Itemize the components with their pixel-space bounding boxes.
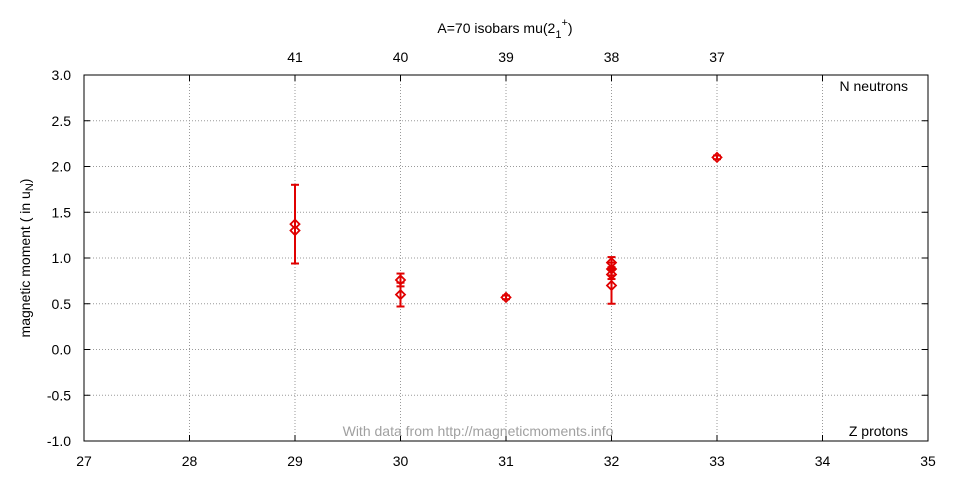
y-axis-label: magnetic moment ( in uN) xyxy=(17,179,36,338)
watermark: With data from http://magneticmoments.in… xyxy=(343,423,614,439)
x-tick-label: 34 xyxy=(815,453,831,469)
y-tick-label: 1.5 xyxy=(52,204,72,220)
tick-layer xyxy=(83,74,929,442)
proton-axis-label: Z protons xyxy=(849,423,908,439)
neutron-axis-label: N neutrons xyxy=(840,78,908,94)
data-point xyxy=(289,218,301,230)
y-tick-label: -0.5 xyxy=(47,387,71,403)
x-tick-label: 32 xyxy=(604,453,620,469)
y-tick-label: 1.0 xyxy=(52,250,72,266)
top-tick-label: 41 xyxy=(287,49,303,65)
x-tick-label: 35 xyxy=(920,453,936,469)
data-layer xyxy=(289,151,723,308)
y-tick-label: 2.5 xyxy=(52,113,72,129)
data-point xyxy=(289,224,301,237)
grid-layer xyxy=(84,75,928,441)
x-tick-label: 30 xyxy=(393,453,409,469)
x-tick-label: 33 xyxy=(709,453,725,469)
x-tick-label: 28 xyxy=(182,453,198,469)
data-point xyxy=(394,288,407,301)
top-tick-label: 38 xyxy=(604,49,620,65)
data-point xyxy=(605,279,618,292)
y-tick-label: -1.0 xyxy=(47,433,71,449)
y-tick-label: 0.5 xyxy=(52,296,72,312)
data-point xyxy=(711,151,723,164)
x-tick-label: 31 xyxy=(498,453,514,469)
top-tick-label: 39 xyxy=(498,49,514,65)
top-tick-label: 40 xyxy=(393,49,409,65)
x-tick-label: 29 xyxy=(287,453,303,469)
data-point xyxy=(500,291,512,304)
y-tick-label: 0.0 xyxy=(52,342,72,358)
chart-title: A=70 isobars mu(21+) xyxy=(437,17,572,41)
tick-label-layer: 27 28 29 30 31 32 33 34 35 3.0 2.5 2.0 1.5 1.0 0.5 0.0 -… xyxy=(47,49,936,469)
y-tick-label: 3.0 xyxy=(52,67,72,83)
x-tick-label: 27 xyxy=(76,453,92,469)
top-tick-label: 37 xyxy=(709,49,725,65)
y-tick-label: 2.0 xyxy=(52,159,72,175)
